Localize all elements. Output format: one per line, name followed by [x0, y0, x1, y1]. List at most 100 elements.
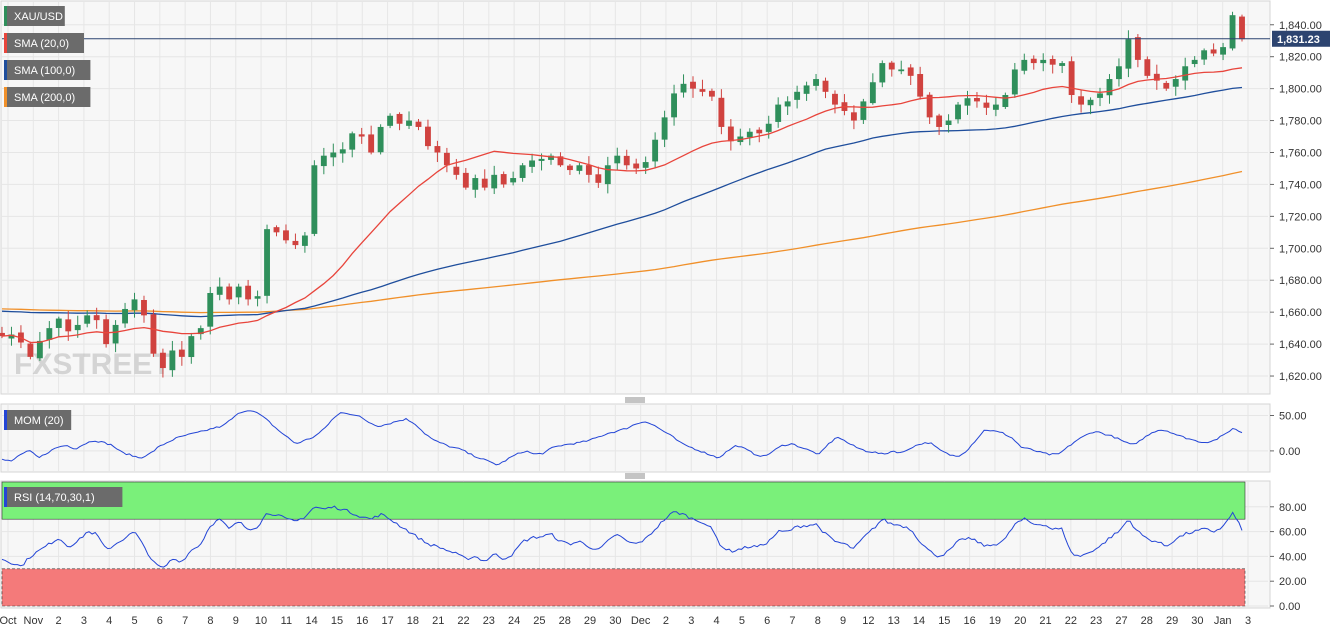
candle-body [27, 343, 34, 357]
candle-body [898, 69, 905, 72]
legend-box [4, 33, 84, 53]
x-tick-label: 6 [157, 615, 163, 627]
candle-body [131, 299, 138, 311]
candle-body [1153, 73, 1160, 81]
candle-body [500, 174, 507, 185]
candle-body [756, 129, 763, 134]
candle-body [330, 152, 337, 158]
candle-body [8, 334, 15, 339]
candle-body [216, 286, 223, 295]
candle-body [1040, 59, 1047, 64]
candle-body [0, 332, 5, 337]
candle-body [690, 81, 696, 89]
candle-body [292, 240, 299, 246]
candle-body [320, 155, 327, 167]
candle-body [406, 120, 412, 126]
legend-swatch [4, 33, 7, 53]
legend-item[interactable]: XAU/USD [4, 6, 65, 26]
candle-body [661, 117, 668, 140]
legend-item[interactable]: SMA (200,0) [4, 87, 91, 107]
candle-body [453, 166, 460, 175]
candle-body [794, 91, 801, 100]
candle-body [197, 328, 204, 335]
candle-body [1068, 61, 1075, 96]
candle-body [1011, 69, 1018, 95]
pane-splitter-1[interactable] [625, 397, 645, 403]
candle-body [491, 174, 498, 189]
x-tick-label: 3 [1245, 615, 1251, 627]
rsi-overbought-zone [1, 481, 1246, 520]
candle-body [1134, 37, 1141, 60]
candle-body [46, 328, 53, 340]
x-axis-labels: Oct Nov 2 3 4 5 6 7 8 9 10 11 14 15 16 17 18 21 22 23 24 25 28… [0, 615, 1251, 627]
legend-label: SMA (200,0) [14, 92, 75, 104]
rsi-oversold-zone [1, 568, 1246, 607]
candle-body [112, 324, 119, 344]
x-tick-label: 2 [663, 615, 669, 627]
x-tick-label: 4 [106, 615, 112, 627]
x-tick-label: 30 [609, 615, 621, 627]
candle-body [425, 126, 431, 147]
candle-body [1201, 50, 1208, 60]
candle-body [36, 340, 43, 359]
x-tick-label: 18 [407, 615, 419, 627]
legend-item[interactable]: RSI (14,70,30,1) [4, 487, 123, 507]
y-tick-label: 0.00 [1279, 601, 1300, 613]
candle-body [633, 163, 640, 169]
candle-body [765, 123, 772, 132]
x-tick-label: 13 [888, 615, 900, 627]
candle-body [368, 134, 375, 153]
candle-body [784, 101, 791, 107]
candle-body [235, 286, 242, 298]
candle-body [557, 156, 564, 166]
candle-body [1030, 58, 1037, 64]
candle-body [207, 293, 214, 327]
legend-swatch [4, 87, 7, 107]
x-tick-label: 11 [281, 615, 292, 627]
candle-body [377, 126, 384, 153]
x-tick-label: 10 [255, 615, 267, 627]
candle-body [1220, 47, 1227, 55]
candle-body [917, 74, 924, 97]
candle-body [55, 318, 62, 328]
mom-line [1, 410, 1243, 466]
legends[interactable]: XAU/USD SMA (20,0) SMA (100,0) SMA (200,0) M… [4, 6, 123, 507]
candle-body [548, 155, 554, 160]
x-tick-label: 3 [81, 615, 87, 627]
candle-body [614, 155, 621, 164]
legend-label: SMA (20,0) [14, 38, 69, 50]
y-tick-label: 1,720.00 [1279, 211, 1322, 223]
x-tick-label: 17 [381, 615, 393, 627]
candle-body [529, 160, 536, 167]
x-tick-label: 25 [533, 615, 545, 627]
legend-item[interactable]: SMA (20,0) [4, 33, 84, 53]
x-tick-label: 29 [584, 615, 596, 627]
y-tick-label: 40.00 [1279, 551, 1307, 563]
candle-body [1021, 59, 1028, 71]
candle-body [1229, 15, 1236, 49]
x-tick-label: 21 [1039, 615, 1051, 627]
candle-body [396, 113, 403, 124]
legend-item[interactable]: MOM (20) [4, 410, 72, 430]
candle-body [178, 349, 185, 357]
candle-body [434, 146, 441, 153]
legend-label: MOM (20) [14, 415, 64, 427]
candle-body [103, 319, 110, 345]
x-tick-label: 15 [331, 615, 343, 627]
candle-body [727, 126, 734, 142]
x-tick-label: 21 [432, 615, 444, 627]
candle-body [1116, 66, 1122, 80]
candle-body [349, 133, 356, 150]
legend-item[interactable]: SMA (100,0) [4, 60, 91, 80]
candle-body [955, 104, 961, 120]
candle-body [1144, 59, 1151, 76]
candle-body [358, 134, 365, 137]
legend-label: XAU/USD [14, 11, 63, 23]
y-tick-label: 1,740.00 [1279, 179, 1322, 191]
pane-splitter-2[interactable] [625, 473, 645, 479]
y-tick-label: 1,640.00 [1279, 339, 1322, 351]
rsi-line [1, 505, 1243, 568]
candle-body [813, 79, 819, 86]
candle-body [992, 104, 999, 110]
x-tick-label: 8 [207, 615, 213, 627]
